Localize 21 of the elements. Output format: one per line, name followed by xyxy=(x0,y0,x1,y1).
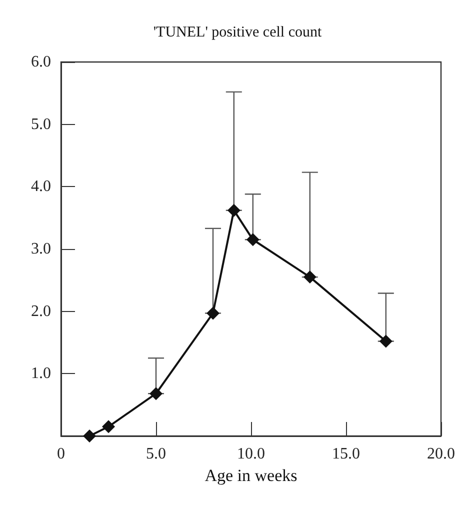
point xyxy=(227,204,240,217)
y-tick-label: 6.0 xyxy=(31,54,51,70)
y-tick-label: 3.0 xyxy=(31,240,51,258)
point xyxy=(246,233,260,246)
point xyxy=(303,270,316,284)
point xyxy=(150,387,162,400)
point xyxy=(83,430,96,442)
point xyxy=(379,334,392,348)
x-tick-label: 20.0 xyxy=(427,446,455,462)
x-tick-label: 10.0 xyxy=(237,446,265,462)
y-tick-label: 4.0 xyxy=(31,178,51,196)
x-axis-title: Age in weeks xyxy=(204,466,298,485)
y-tick-label: 1.0 xyxy=(31,365,51,382)
chart-title: 'TUNEL' positive cell count xyxy=(153,24,322,40)
x-tick-label: 5.0 xyxy=(146,446,166,462)
point xyxy=(206,306,220,320)
x-tick-label: 0 xyxy=(57,446,65,462)
y-tick-label: 2.0 xyxy=(31,302,51,320)
y-tick-label: 5.0 xyxy=(31,116,51,133)
point xyxy=(102,420,115,434)
x-tick-label: 15.0 xyxy=(332,446,360,462)
